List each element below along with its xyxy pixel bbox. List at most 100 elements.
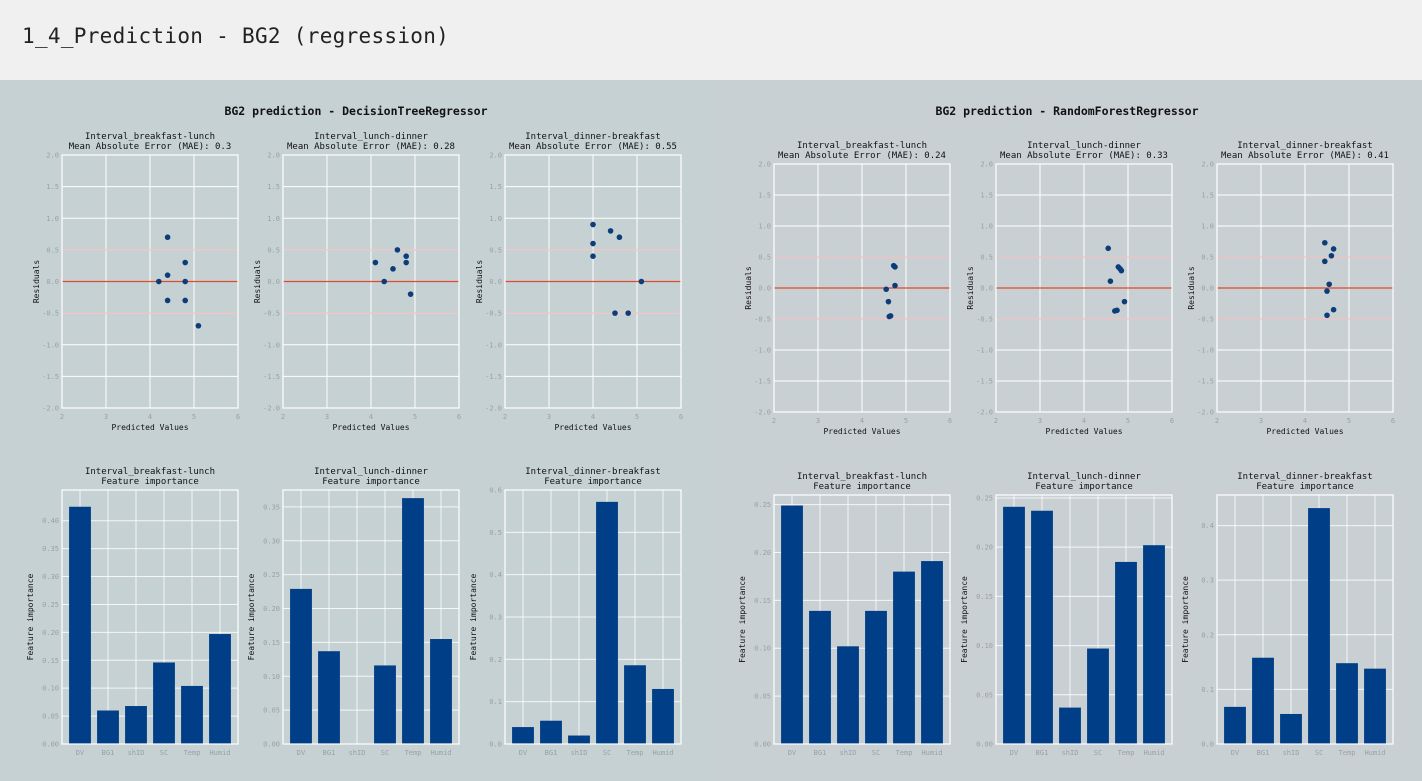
bar (1031, 510, 1053, 744)
y-tick-label: 0.00 (263, 741, 280, 749)
data-point (590, 221, 596, 228)
data-point (407, 291, 414, 297)
data-point (164, 297, 171, 304)
y-tick-label: 1.0 (267, 215, 280, 223)
y-tick-label: 0.5 (758, 254, 771, 262)
x-tick-label: Humid (430, 749, 451, 757)
y-axis-label: Feature importance (1181, 576, 1190, 663)
importance-panel-subtitle: Feature importance (813, 482, 911, 492)
x-tick-label: 4 (1303, 417, 1307, 425)
data-point (892, 264, 898, 270)
x-tick-label: 6 (1391, 417, 1395, 425)
y-tick-label: 0.2 (1201, 631, 1214, 639)
x-tick-label: Humid (1364, 749, 1385, 757)
axes-frame (61, 154, 239, 409)
bar (209, 634, 231, 744)
y-tick-label: 0.40 (42, 517, 59, 525)
x-tick-label: Temp (405, 749, 422, 757)
bar (125, 706, 147, 744)
y-axis-label: Feature importance (960, 576, 969, 663)
y-tick-label: -1.0 (42, 341, 59, 349)
x-tick-label: 6 (236, 413, 240, 421)
importance-panel-title: Interval_lunch-dinner (314, 467, 428, 477)
data-point (381, 278, 388, 285)
x-tick-label: 2 (281, 413, 285, 421)
axes-frame (995, 494, 1173, 745)
data-point (616, 234, 623, 241)
y-tick-label: 0.0 (267, 278, 280, 286)
data-point (1326, 281, 1332, 288)
y-tick-label: 0.05 (754, 693, 771, 701)
x-tick-label: SC (160, 749, 168, 757)
y-tick-label: 0.0 (46, 278, 59, 286)
x-tick-label: 4 (1082, 417, 1086, 425)
bar (1336, 663, 1358, 744)
y-axis-label: Feature importance (26, 573, 35, 660)
x-tick-label: 2 (503, 413, 507, 421)
y-tick-label: 0.30 (263, 537, 280, 545)
y-tick-label: 1.0 (758, 223, 771, 231)
x-tick-label: DV (297, 749, 306, 757)
y-tick-label: -0.5 (976, 316, 993, 324)
x-tick-label: 5 (192, 413, 196, 421)
importance-panel-subtitle: Feature importance (544, 477, 642, 487)
data-point (883, 286, 889, 293)
bar (1115, 561, 1137, 744)
bar (97, 710, 119, 744)
mae-label: Mean Absolute Error (MAE): 0.3 (69, 142, 232, 152)
x-axis-label: Predicted Values (554, 423, 631, 432)
y-tick-label: 2.0 (758, 161, 771, 169)
axes-frame (282, 489, 460, 745)
y-tick-label: 0.30 (42, 573, 59, 581)
data-point (625, 310, 631, 316)
x-tick-label: 5 (1126, 417, 1130, 425)
x-tick-label: Humid (1143, 749, 1164, 757)
y-tick-label: 1.0 (1201, 223, 1214, 231)
mae-label: Mean Absolute Error (MAE): 0.41 (1221, 151, 1389, 161)
x-tick-label: BG1 (1036, 749, 1049, 757)
x-tick-label: shID (349, 749, 366, 757)
bar (837, 646, 859, 744)
y-tick-label: 0.3 (489, 614, 502, 622)
y-tick-label: -0.5 (42, 310, 59, 318)
data-point (612, 310, 618, 316)
x-tick-label: 6 (457, 413, 461, 421)
data-point (1322, 239, 1328, 246)
y-tick-label: -1.5 (754, 378, 771, 386)
x-tick-label: shID (840, 749, 857, 757)
data-point (164, 234, 171, 241)
x-tick-label: 4 (591, 413, 595, 421)
x-tick-label: BG1 (814, 749, 827, 757)
x-tick-label: SC (1315, 749, 1323, 757)
data-point (892, 282, 898, 289)
x-tick-label: 3 (1259, 417, 1263, 425)
bar (865, 610, 887, 744)
bar (1143, 545, 1165, 744)
y-tick-label: 0.05 (976, 691, 993, 699)
x-tick-label: 3 (1038, 417, 1042, 425)
x-tick-label: DV (519, 749, 528, 757)
axes-frame (61, 489, 239, 745)
figure-title: BG2 prediction - DecisionTreeRegressor (224, 104, 487, 118)
importance-panel-subtitle: Feature importance (1035, 482, 1133, 492)
bar (652, 688, 674, 744)
y-tick-label: 1.5 (489, 183, 502, 191)
y-tick-label: 0.2 (489, 656, 502, 664)
bar (1087, 648, 1109, 744)
figure-random-forest: BG2 prediction - RandomForestRegressor In… (712, 80, 1422, 781)
x-tick-label: DV (1231, 749, 1240, 757)
figure-decision-tree: BG2 prediction - DecisionTreeRegressor In… (0, 80, 712, 781)
y-tick-label: 0.10 (976, 642, 993, 650)
x-tick-label: shID (1062, 749, 1079, 757)
x-tick-label: 4 (369, 413, 373, 421)
data-point (590, 253, 596, 259)
axes-frame (773, 163, 951, 413)
y-tick-label: 0.4 (489, 571, 502, 579)
bar (893, 571, 915, 744)
x-tick-label: BG1 (1257, 749, 1270, 757)
y-tick-label: 2.0 (489, 152, 502, 160)
x-tick-label: BG1 (323, 749, 336, 757)
